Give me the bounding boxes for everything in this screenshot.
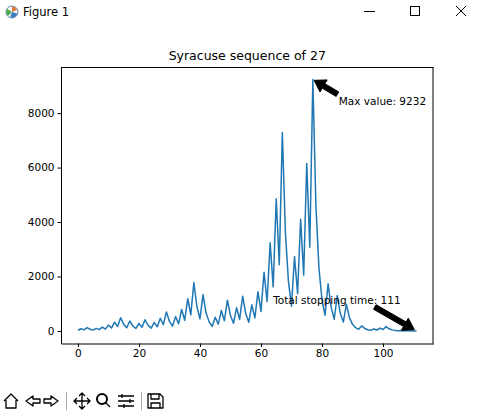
toolbar (4, 392, 163, 410)
tick-label: 8000 (28, 107, 55, 119)
window-icon (6, 6, 18, 18)
figure-window: Figure 1 0 20 40 60 80 100 0 2000 4000 6000 8000 Syr… (0, 0, 482, 416)
back-button[interactable] (26, 396, 40, 406)
axis-line (61, 68, 62, 345)
tick-mark (58, 331, 62, 332)
forward-button[interactable] (44, 396, 58, 406)
tick: 8000 (28, 107, 61, 119)
tick: 100 (373, 344, 393, 360)
tick: 40 (194, 344, 207, 360)
frame-top (61, 67, 434, 68)
title-bar: Figure 1 (6, 5, 466, 19)
tick-label: 60 (255, 347, 268, 359)
toolbar-separator (141, 392, 142, 410)
tick: 2000 (28, 270, 61, 282)
plot-area (78, 80, 417, 331)
icon-wedge (6, 9, 12, 16)
configure-button[interactable] (118, 394, 134, 408)
close-button[interactable] (456, 6, 466, 16)
annotations: Max value: 9232 Total stopping time: 111 (272, 80, 426, 330)
zoom-handle[interactable] (106, 403, 111, 408)
tick: 60 (255, 344, 268, 360)
tick-label: 40 (194, 347, 207, 359)
window-title: Figure 1 (23, 5, 69, 19)
tick: 20 (133, 344, 146, 360)
toolbar-separator (66, 392, 67, 410)
y-axis: 0 2000 4000 6000 8000 (28, 68, 62, 345)
tick-label: 6000 (28, 161, 55, 173)
tick-label: 0 (75, 347, 82, 359)
data-line (78, 80, 417, 331)
tick-mark (58, 168, 62, 169)
minimize-button[interactable] (364, 11, 375, 12)
save-button[interactable] (148, 394, 163, 408)
tick: 80 (316, 344, 329, 360)
tick: 4000 (28, 216, 61, 228)
icon-circle (6, 6, 18, 18)
annotation-text: Max value: 9232 (339, 95, 426, 107)
background (0, 0, 482, 416)
frame-right (433, 67, 434, 344)
icon-wedge (12, 7, 17, 13)
tick-label: 4000 (28, 216, 55, 228)
annotation-arrow (374, 305, 415, 331)
tick: 6000 (28, 161, 61, 173)
x-axis: 0 20 40 60 80 100 (62, 344, 435, 360)
tick-mark (58, 113, 62, 114)
annotation-text: Total stopping time: 111 (272, 294, 400, 306)
annotation-arrow (314, 80, 339, 96)
tick: 0 (75, 344, 82, 360)
maximize-button[interactable] (411, 7, 420, 16)
tick-label: 100 (373, 347, 393, 359)
tick-label: 80 (316, 347, 329, 359)
tick-label: 0 (48, 325, 55, 337)
home-button[interactable] (4, 394, 18, 408)
tick-mark (58, 222, 62, 223)
tick-mark (58, 276, 62, 277)
pan-button[interactable] (74, 393, 90, 409)
axis-line (62, 344, 435, 345)
tick-label: 2000 (28, 270, 55, 282)
tick: 0 (48, 325, 61, 337)
tick-label: 20 (133, 347, 146, 359)
chart-title: Syracuse sequence of 27 (169, 48, 326, 63)
